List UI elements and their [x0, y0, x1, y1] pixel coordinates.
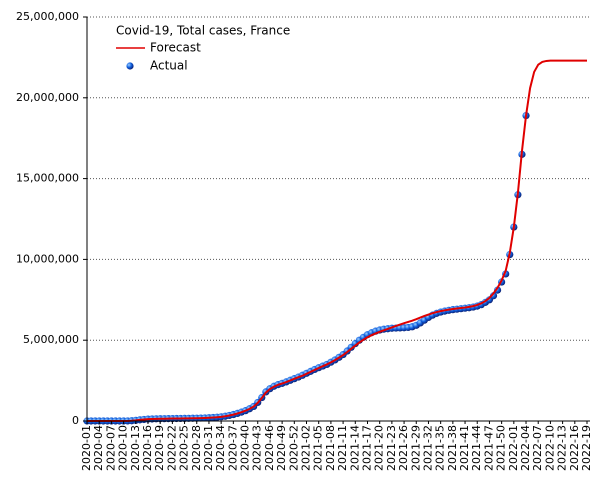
- y-tick-label: 20,000,000: [16, 91, 79, 104]
- x-tick-label: 2020-13: [129, 425, 142, 471]
- y-tick-label: 5,000,000: [23, 333, 79, 346]
- x-tick-label: 2022-10: [543, 425, 556, 471]
- y-tick-label: 10,000,000: [16, 252, 79, 265]
- legend-label: Actual: [150, 59, 188, 73]
- x-tick-label: 2020-10: [117, 425, 130, 471]
- x-tick-label: 2022-04: [519, 425, 532, 471]
- x-tick-label: 2022-07: [531, 425, 544, 471]
- x-tick-label: 2020-34: [214, 425, 227, 471]
- x-tick-label: 2020-01: [80, 425, 93, 471]
- x-tick-label: 2020-16: [141, 425, 154, 471]
- x-tick-label: 2020-25: [178, 425, 191, 471]
- x-tick-label: 2020-22: [165, 425, 178, 471]
- x-tick-label: 2021-44: [470, 425, 483, 471]
- y-tick-label: 15,000,000: [16, 172, 79, 185]
- x-tick-label: 2021-35: [434, 425, 447, 471]
- legend-swatch: [126, 62, 134, 70]
- x-tick-label: 2020-49: [275, 425, 288, 471]
- y-tick-label: 25,000,000: [16, 10, 79, 23]
- x-tick-label: 2021-05: [312, 425, 325, 471]
- x-tick-label: 2021-17: [360, 425, 373, 471]
- x-tick-label: 2021-26: [397, 425, 410, 471]
- y-tick-label: 0: [72, 414, 79, 427]
- x-tick-label: 2020-37: [226, 425, 239, 471]
- x-tick-label: 2020-04: [92, 425, 105, 471]
- x-tick-label: 2020-46: [263, 425, 276, 471]
- legend-label: Forecast: [150, 41, 201, 55]
- x-tick-label: 2022-13: [556, 425, 569, 471]
- x-tick-label: 2021-38: [446, 425, 459, 471]
- x-tick-label: 2020-31: [202, 425, 215, 471]
- x-tick-label: 2022-16: [568, 425, 581, 471]
- x-tick-label: 2021-14: [348, 425, 361, 471]
- actual-point: [493, 286, 502, 294]
- x-tick-label: 2022-01: [507, 425, 520, 471]
- x-tick-label: 2020-19: [153, 425, 166, 471]
- x-tick-label: 2022-19: [580, 425, 593, 471]
- x-tick-label: 2020-43: [251, 425, 264, 471]
- legend: Covid-19, Total cases, France Forecast Ac…: [116, 24, 290, 73]
- plot: [83, 59, 587, 425]
- x-tick-label: 2020-40: [239, 425, 252, 471]
- chart-title: Covid-19, Total cases, France: [116, 24, 290, 38]
- x-tick-label: 2021-20: [373, 425, 386, 471]
- x-tick-label: 2020-52: [287, 425, 300, 471]
- x-tick-label: 2020-07: [104, 425, 117, 471]
- x-tick-label: 2021-11: [336, 425, 349, 471]
- x-tick-label: 2021-23: [385, 425, 398, 471]
- x-tick-label: 2021-02: [300, 425, 313, 471]
- x-tick-label: 2021-29: [409, 425, 422, 471]
- x-tick-label: 2021-08: [324, 425, 337, 471]
- x-tick-label: 2021-41: [458, 425, 471, 471]
- x-tick-label: 2021-32: [421, 425, 434, 471]
- x-tick-label: 2020-28: [190, 425, 203, 471]
- x-tick-label: 2021-47: [482, 425, 495, 471]
- x-tick-label: 2021-50: [495, 425, 508, 471]
- forecast-line: [87, 59, 587, 422]
